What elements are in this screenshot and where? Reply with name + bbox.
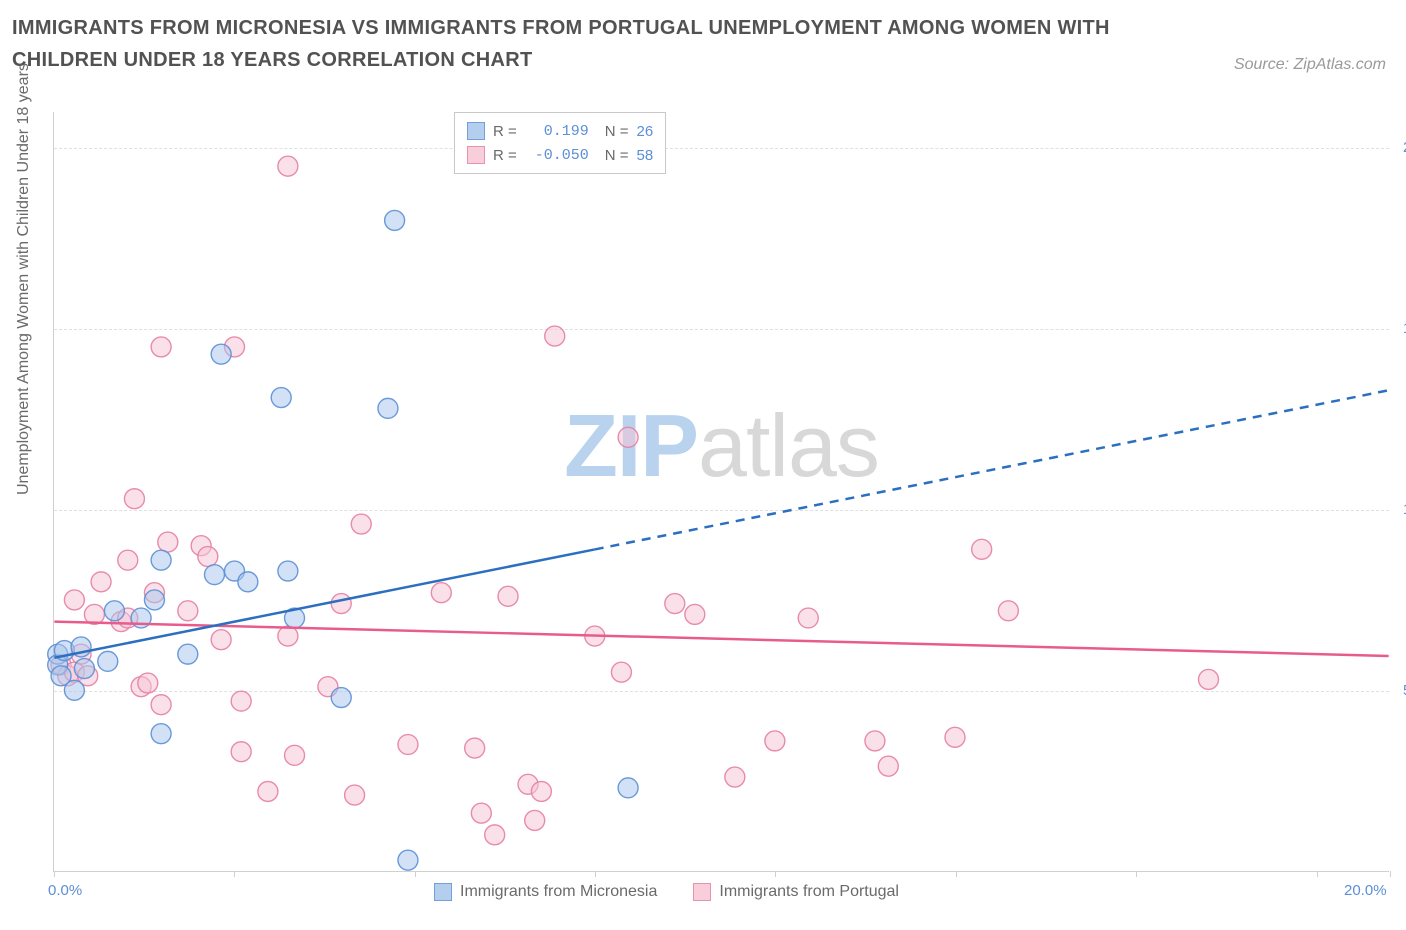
scatter-point: [765, 731, 785, 751]
scatter-point: [231, 691, 251, 711]
scatter-point: [1199, 669, 1219, 689]
x-tick: [775, 871, 776, 877]
scatter-point: [431, 583, 451, 603]
scatter-point: [151, 724, 171, 744]
scatter-point: [178, 601, 198, 621]
source-attribution: Source: ZipAtlas.com: [1234, 56, 1386, 74]
scatter-point: [498, 586, 518, 606]
scatter-point: [865, 731, 885, 751]
y-tick-label: 20.0%: [1395, 139, 1406, 156]
y-tick-label: 10.0%: [1395, 501, 1406, 518]
scatter-point: [198, 547, 218, 567]
scatter-point: [545, 326, 565, 346]
scatter-point: [205, 565, 225, 585]
scatter-point: [74, 659, 94, 679]
x-tick: [595, 871, 596, 877]
scatter-point: [98, 651, 118, 671]
scatter-point: [238, 572, 258, 592]
y-axis-title: Unemployment Among Women with Children U…: [15, 63, 33, 495]
legend-item-micronesia: Immigrants from Micronesia: [434, 883, 657, 901]
scatter-point: [211, 344, 231, 364]
scatter-point: [231, 742, 251, 762]
scatter-point: [331, 688, 351, 708]
scatter-point: [345, 785, 365, 805]
scatter-point: [331, 594, 351, 614]
scatter-point: [138, 673, 158, 693]
legend-label-portugal: Immigrants from Portugal: [719, 883, 899, 901]
legend-swatch-micronesia: [434, 883, 452, 901]
x-tick: [415, 871, 416, 877]
scatter-point: [618, 778, 638, 798]
scatter-point: [151, 695, 171, 715]
scatter-point: [665, 594, 685, 614]
scatter-point: [798, 608, 818, 628]
scatter-point: [878, 756, 898, 776]
scatter-point: [685, 604, 705, 624]
legend-item-portugal: Immigrants from Portugal: [693, 883, 899, 901]
x-tick: [1317, 871, 1318, 877]
scatter-point: [211, 630, 231, 650]
y-tick-label: 5.0%: [1395, 682, 1406, 699]
scatter-point: [945, 727, 965, 747]
scatter-point: [398, 735, 418, 755]
scatter-point: [104, 601, 124, 621]
scatter-point: [618, 427, 638, 447]
scatter-point: [398, 850, 418, 870]
scatter-point: [278, 626, 298, 646]
scatter-point: [972, 539, 992, 559]
scatter-point: [64, 590, 84, 610]
scatter-point: [378, 398, 398, 418]
scatter-point: [531, 781, 551, 801]
scatter-point: [385, 210, 405, 230]
x-tick: [956, 871, 957, 877]
scatter-point: [725, 767, 745, 787]
scatter-point: [151, 337, 171, 357]
x-tick: [234, 871, 235, 877]
y-tick-label: 15.0%: [1395, 320, 1406, 337]
scatter-point: [998, 601, 1018, 621]
legend-label-micronesia: Immigrants from Micronesia: [460, 883, 657, 901]
scatter-point: [471, 803, 491, 823]
series-legend: Immigrants from Micronesia Immigrants fr…: [434, 883, 899, 901]
x-tick: [1136, 871, 1137, 877]
scatter-point: [485, 825, 505, 845]
scatter-point: [525, 810, 545, 830]
scatter-point: [611, 662, 631, 682]
scatter-point: [351, 514, 371, 534]
trend-line-solid: [54, 622, 1388, 656]
scatter-point: [118, 550, 138, 570]
chart-plot-area: ZIPatlas R = 0.199 N = 26 R = -0.050 N =…: [53, 112, 1389, 872]
scatter-svg: [54, 112, 1389, 871]
scatter-point: [465, 738, 485, 758]
chart-title: IMMIGRANTS FROM MICRONESIA VS IMMIGRANTS…: [12, 12, 1112, 76]
x-tick-label: 0.0%: [48, 882, 82, 899]
scatter-point: [91, 572, 111, 592]
x-tick: [54, 871, 55, 877]
scatter-point: [144, 590, 164, 610]
scatter-point: [278, 561, 298, 581]
x-tick-label: 20.0%: [1344, 882, 1387, 899]
x-tick: [1390, 871, 1391, 877]
scatter-point: [64, 680, 84, 700]
scatter-point: [124, 489, 144, 509]
scatter-point: [258, 781, 278, 801]
scatter-point: [278, 156, 298, 176]
scatter-point: [271, 388, 291, 408]
scatter-point: [158, 532, 178, 552]
scatter-point: [151, 550, 171, 570]
legend-swatch-portugal: [693, 883, 711, 901]
scatter-point: [285, 745, 305, 765]
trend-line-dashed: [595, 390, 1389, 549]
scatter-point: [178, 644, 198, 664]
